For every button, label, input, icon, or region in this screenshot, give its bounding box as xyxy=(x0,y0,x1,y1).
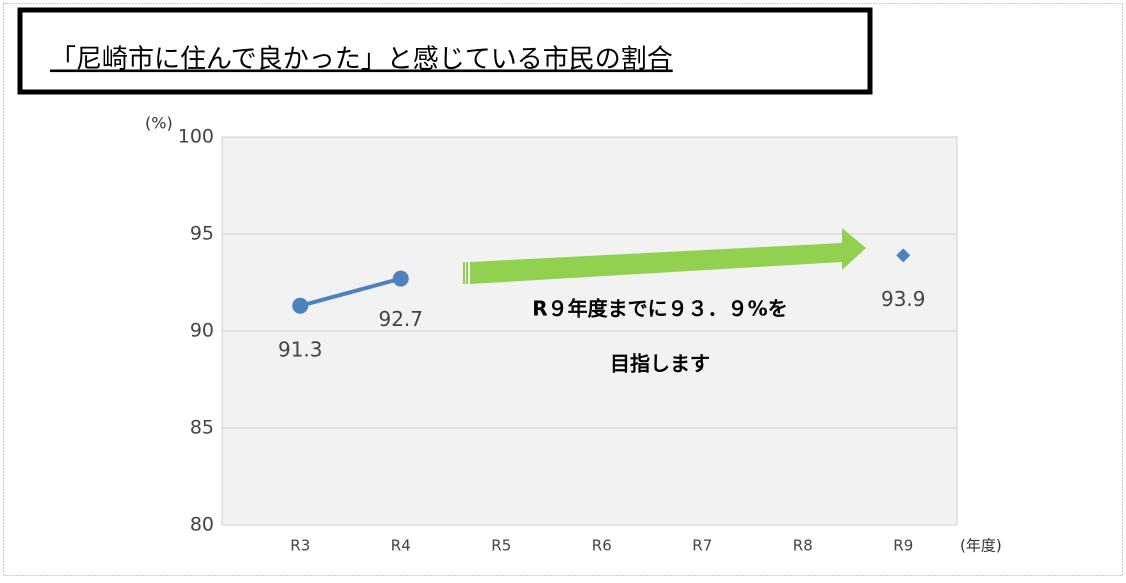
data-label: 93.9 xyxy=(881,287,926,311)
x-axis-label: (年度) xyxy=(960,537,1002,555)
y-tick-label: 85 xyxy=(190,417,214,439)
page-border xyxy=(3,3,1123,576)
x-tick-label: R8 xyxy=(793,537,813,555)
marker xyxy=(292,297,309,314)
marker xyxy=(896,248,911,263)
x-tick-label: R5 xyxy=(491,537,511,555)
x-tick-label: R6 xyxy=(592,537,612,555)
y-tick-label: 95 xyxy=(190,223,214,245)
y-tick-label: 80 xyxy=(190,514,214,536)
data-label: 92.7 xyxy=(378,307,423,331)
annotation: R９年度までに９３．９%を xyxy=(532,297,787,321)
x-tick-label: R4 xyxy=(391,537,411,555)
y-tick-label: 100 xyxy=(178,126,214,148)
x-tick-label: R9 xyxy=(893,537,913,555)
marker xyxy=(392,270,409,287)
x-tick-label: R7 xyxy=(692,537,712,555)
y-axis-label: (%) xyxy=(145,114,173,133)
arrow xyxy=(463,228,866,284)
series-line xyxy=(299,276,402,308)
y-tick-label: 90 xyxy=(190,320,214,342)
chart-title: 「尼崎市に住んで良かった」と感じている市民の割合 xyxy=(50,45,673,75)
data-label: 91.3 xyxy=(278,337,323,361)
x-tick-label: R3 xyxy=(290,537,310,555)
title-box xyxy=(17,7,873,95)
annotation: 目指します xyxy=(610,352,710,376)
